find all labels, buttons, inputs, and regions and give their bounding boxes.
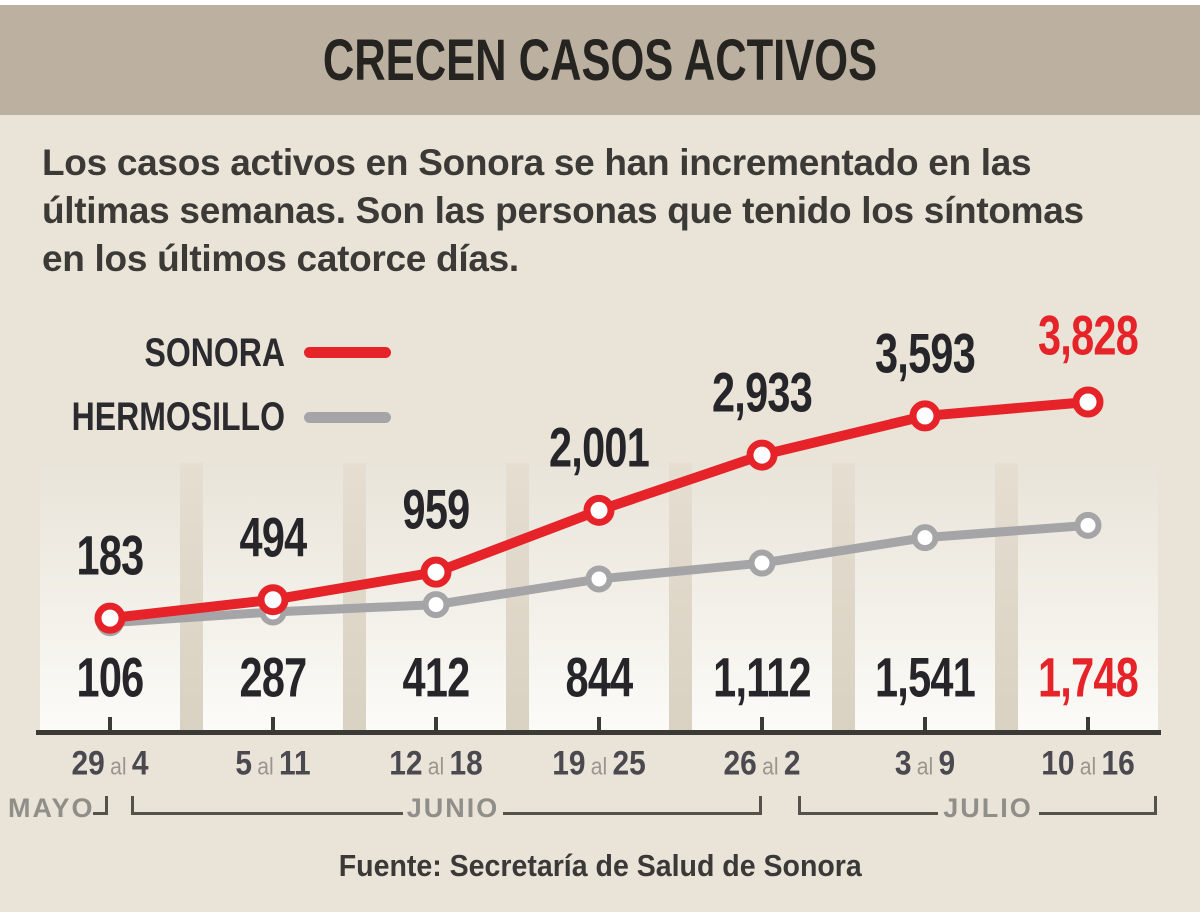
x-tick-number: 11: [279, 744, 311, 783]
x-axis-line: [36, 730, 1161, 735]
axis-tick: [1086, 717, 1090, 730]
top-white-strip: [0, 0, 1200, 5]
sonora-value-label: 183: [76, 523, 145, 587]
x-tick-label: 3 al 9: [895, 745, 955, 784]
description-line-2: últimas semanas. Son las personas que te…: [42, 190, 1084, 231]
axis-tick: [108, 717, 112, 730]
column-gap: [180, 463, 203, 730]
hermosillo-value-label: 1,541: [874, 645, 976, 709]
axis-tick: [597, 717, 601, 730]
month-label-julio: JULIO: [943, 793, 1033, 823]
x-tick-label: 12 al 18: [389, 745, 483, 784]
title-bar: CRECEN CASOS ACTIVOS: [0, 5, 1200, 115]
x-tick-number: 29: [71, 744, 105, 783]
hermosillo-value-label: 106: [76, 645, 145, 709]
column-gap: [506, 463, 529, 730]
x-tick-number: 5: [235, 744, 253, 783]
sonora-value-label: 494: [239, 505, 308, 569]
hermosillo-value-label: 1,748: [1037, 645, 1139, 709]
source-credit: Fuente: Secretaría de Salud de Sonora: [338, 848, 862, 883]
x-tick-al: al: [916, 753, 934, 781]
x-tick-al: al: [427, 753, 445, 781]
month-label-junio: JUNIO: [406, 793, 500, 823]
column-gap: [832, 463, 855, 730]
julio-bracket-start: [798, 796, 801, 815]
sonora-value-label: 2,001: [548, 415, 650, 479]
x-tick-al: al: [590, 753, 608, 781]
x-tick-label: 19 al 25: [552, 745, 646, 784]
column-gap: [995, 463, 1018, 730]
sonora-point: [1072, 386, 1104, 418]
sonora-value-label: 2,933: [711, 360, 813, 424]
mayo-bracket: [93, 812, 108, 815]
x-tick-number: 19: [552, 744, 586, 783]
junio-bracket-start: [131, 796, 134, 815]
page-title: CRECEN CASOS ACTIVOS: [322, 28, 878, 93]
column-gap: [669, 463, 692, 730]
hermosillo-value-label: 844: [565, 645, 634, 709]
sonora-line-swatch: [304, 347, 391, 358]
x-tick-number: 9: [938, 744, 956, 783]
x-tick-number: 2: [783, 744, 801, 783]
x-tick-number: 4: [131, 744, 149, 783]
axis-tick: [434, 717, 438, 730]
hermosillo-value-label: 412: [402, 645, 471, 709]
sonora-point: [909, 400, 941, 432]
julio-bracket-right: [1039, 812, 1157, 815]
sonora-value-label: 3,828: [1037, 303, 1139, 367]
x-tick-number: 3: [894, 744, 912, 783]
x-tick-label: 10 al 16: [1041, 745, 1135, 784]
hermosillo-line-swatch: [304, 412, 391, 423]
junio-bracket-end: [759, 796, 762, 815]
axis-tick: [760, 717, 764, 730]
x-tick-label: 29 al 4: [72, 745, 149, 784]
sonora-value-label: 3,593: [874, 321, 976, 385]
source-line: Fuente: Secretaría de Salud de Sonora: [0, 848, 1200, 884]
axis-tick: [923, 717, 927, 730]
junio-bracket-right: [503, 812, 762, 815]
x-tick-number: 16: [1101, 744, 1135, 783]
x-tick-al: al: [257, 753, 274, 781]
legend-label-sonora: SONORA: [144, 331, 285, 375]
x-tick-number: 25: [612, 744, 646, 783]
legend-label-hermosillo: HERMOSILLO: [71, 395, 285, 439]
sonora-value-label: 959: [402, 477, 471, 541]
hermosillo-value-label: 287: [239, 645, 308, 709]
description-line-3: en los últimos catorce días.: [42, 238, 519, 279]
julio-bracket-left: [798, 812, 938, 815]
x-tick-label: 26 al 2: [724, 745, 801, 784]
x-tick-number: 10: [1041, 744, 1075, 783]
x-tick-number: 18: [449, 744, 483, 783]
x-tick-al: al: [110, 753, 127, 781]
junio-bracket-left: [131, 812, 403, 815]
axis-tick: [271, 717, 275, 730]
julio-bracket-end: [1154, 796, 1157, 815]
description: Los casos activos en Sonora se han incre…: [42, 139, 1084, 283]
month-label-mayo: MAYO: [8, 793, 95, 823]
x-tick-label: 5 al 11: [235, 745, 310, 784]
column-gap: [343, 463, 366, 730]
description-line-1: Los casos activos en Sonora se han incre…: [42, 142, 1032, 183]
x-tick-al: al: [762, 753, 779, 781]
hermosillo-value-label: 1,112: [713, 645, 811, 709]
x-tick-number: 12: [389, 744, 423, 783]
x-tick-number: 26: [723, 744, 757, 783]
mayo-bracket-end: [105, 796, 108, 815]
x-tick-al: al: [1079, 753, 1097, 781]
